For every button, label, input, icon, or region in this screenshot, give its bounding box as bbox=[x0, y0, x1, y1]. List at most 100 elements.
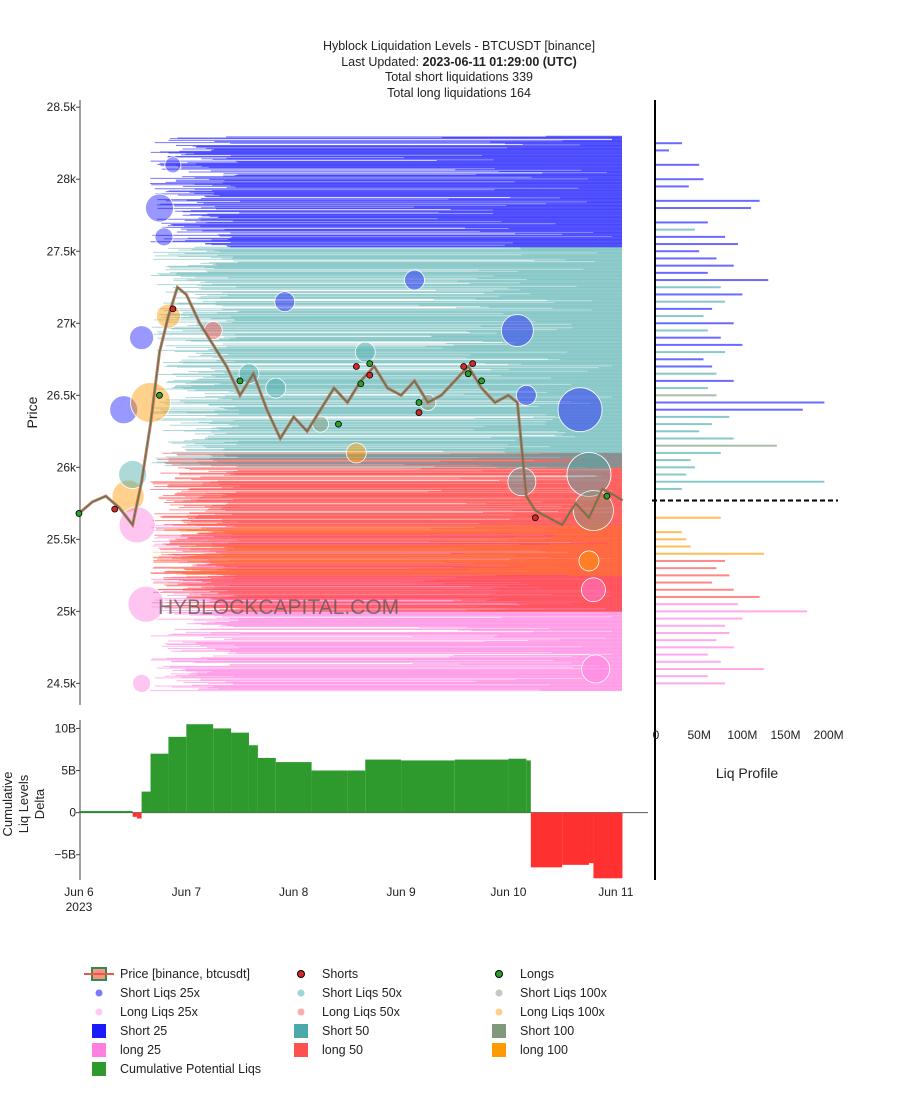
profile-bar-short25 bbox=[656, 264, 734, 267]
legend-square-swatch bbox=[92, 1024, 106, 1038]
legend-item: Short Liqs 100x bbox=[495, 986, 608, 1000]
legend-item: Price [binance, btcusdt] bbox=[84, 967, 250, 981]
profile-bar-long25 bbox=[656, 639, 717, 642]
profile-bar-long50 bbox=[656, 581, 713, 584]
cum-positive-segment bbox=[454, 759, 509, 813]
legend-square-swatch bbox=[92, 1043, 106, 1057]
cum-positive-segment bbox=[365, 759, 402, 813]
legend-label: Long Liqs 50x bbox=[322, 1005, 401, 1019]
liq-profile-panel: 0 50M 100M 150M 200M Liq Profile bbox=[652, 142, 844, 781]
cum-axis-title-line: Liq Levels bbox=[16, 774, 31, 833]
legend-label: long 25 bbox=[120, 1043, 161, 1057]
profile-bar-short50 bbox=[656, 423, 713, 426]
liq-bubble-short25 bbox=[129, 325, 154, 351]
cum-positive-segment bbox=[257, 757, 276, 813]
legend-square-swatch bbox=[294, 1024, 308, 1038]
profile-tick-label: 150M bbox=[770, 728, 800, 742]
profile-bar-short25 bbox=[656, 235, 726, 238]
profile-bar-long25 bbox=[656, 610, 808, 613]
longs-marker bbox=[357, 380, 365, 388]
cum-positive-segment bbox=[168, 736, 187, 813]
time-axis: Jun 6 Jun 7 Jun 8 Jun 9 Jun 10 Jun 11 2023 bbox=[64, 885, 633, 914]
profile-bar-short50 bbox=[656, 466, 695, 469]
profile-bar-short50 bbox=[656, 480, 825, 483]
legend-label: Short Liqs 100x bbox=[520, 986, 608, 1000]
profile-bar-long50 bbox=[656, 595, 760, 598]
shorts-marker bbox=[531, 514, 539, 522]
last-updated-label: Last Updated: bbox=[341, 55, 422, 69]
profile-bar-short50 bbox=[656, 430, 700, 433]
cum-positive-segment bbox=[401, 760, 455, 813]
price-tick-label: 24.5k bbox=[47, 676, 77, 690]
legend-dot-swatch bbox=[495, 989, 503, 997]
cum-positive-segment bbox=[311, 770, 348, 813]
cum-positive-segment bbox=[78, 810, 124, 813]
cum-positive-segment bbox=[275, 762, 312, 813]
legend-item: long 100 bbox=[492, 1043, 568, 1057]
total-long-liquidations: Total long liquidations 164 bbox=[387, 86, 531, 100]
profile-bar-short50 bbox=[656, 487, 682, 490]
legend-label: Short Liqs 25x bbox=[120, 986, 201, 1000]
cum-negative-segment bbox=[530, 812, 563, 868]
legend-label: Shorts bbox=[322, 967, 358, 981]
total-short-liquidations: Total short liquidations 339 bbox=[385, 70, 533, 84]
longs-marker bbox=[603, 492, 611, 500]
legend-item: Cumulative Potential Liqs bbox=[92, 1062, 261, 1076]
profile-tick-label: 50M bbox=[687, 728, 710, 742]
legend-item: Long Liqs 50x bbox=[297, 1005, 401, 1019]
time-tick-label: Jun 6 bbox=[64, 885, 94, 899]
cum-negative-segment bbox=[593, 812, 623, 879]
profile-tick-label: 200M bbox=[814, 728, 844, 742]
cum-negative-segment bbox=[588, 812, 594, 864]
profile-bar-long100 bbox=[656, 545, 691, 548]
liq-bubble-short50 bbox=[265, 377, 287, 399]
legend-dot-swatch bbox=[495, 970, 503, 978]
profile-bar-short25 bbox=[656, 336, 721, 339]
profile-bar-long25 bbox=[656, 631, 730, 634]
profile-bar-short25 bbox=[656, 243, 739, 246]
profile-bar-short25 bbox=[656, 279, 769, 282]
legend-label: Short 25 bbox=[120, 1024, 167, 1038]
legend-item: Long Liqs 25x bbox=[95, 1005, 199, 1019]
chart-title: Hyblock Liquidation Levels - BTCUSDT [bi… bbox=[323, 39, 595, 53]
legend-label: Short 100 bbox=[520, 1024, 574, 1038]
time-tick-label: Jun 9 bbox=[386, 885, 416, 899]
main-price-panel: 24.5k 25k 25.5k 26k 26.5k 27k 27.5k 28k 28.5k Pri… bbox=[24, 100, 656, 880]
liq-bubble-short25 bbox=[154, 227, 174, 247]
profile-bar-short25 bbox=[656, 358, 704, 361]
liq-bubble-long25 bbox=[132, 673, 151, 693]
cum-positive-segment bbox=[248, 745, 258, 813]
price-axis-title: Price bbox=[24, 396, 40, 428]
liq-bubble-short50 bbox=[566, 452, 612, 497]
legend-label: Price [binance, btcusdt] bbox=[120, 967, 250, 981]
profile-bar-short25 bbox=[656, 207, 751, 210]
longs-marker bbox=[366, 360, 374, 368]
cum-negative-segment bbox=[562, 812, 589, 865]
liq-bubble-long25 bbox=[581, 577, 606, 603]
legend-item: Longs bbox=[495, 967, 554, 981]
profile-bar-short50 bbox=[656, 329, 708, 332]
legend-label: Long Liqs 25x bbox=[120, 1005, 199, 1019]
cum-positive-segment bbox=[347, 770, 366, 813]
cum-negative-segment bbox=[137, 812, 142, 819]
cum-negative-segment bbox=[132, 812, 138, 817]
liq-bubble-long100 bbox=[578, 550, 600, 572]
liq-bubble-long25 bbox=[581, 654, 611, 684]
profile-bar-long50 bbox=[656, 574, 730, 577]
profile-bar-long25 bbox=[656, 675, 708, 678]
profile-bar-long100 bbox=[656, 552, 764, 555]
profile-bar-short50 bbox=[656, 300, 726, 303]
profile-bar-short25 bbox=[656, 250, 700, 253]
shorts-marker bbox=[111, 505, 119, 513]
legend-dot-swatch bbox=[297, 989, 305, 997]
profile-bar-long25 bbox=[656, 603, 739, 606]
liq-bubble-short25 bbox=[145, 193, 174, 223]
liq-bubble-short50 bbox=[507, 467, 537, 497]
legend-label: Long Liqs 100x bbox=[520, 1005, 606, 1019]
profile-bar-long25 bbox=[656, 660, 721, 663]
price-tick-label: 28.5k bbox=[47, 100, 77, 114]
profile-bar-short100 bbox=[656, 444, 777, 447]
longs-marker bbox=[236, 377, 244, 385]
profile-bar-long50 bbox=[656, 588, 734, 591]
time-tick-label: Jun 10 bbox=[490, 885, 526, 899]
